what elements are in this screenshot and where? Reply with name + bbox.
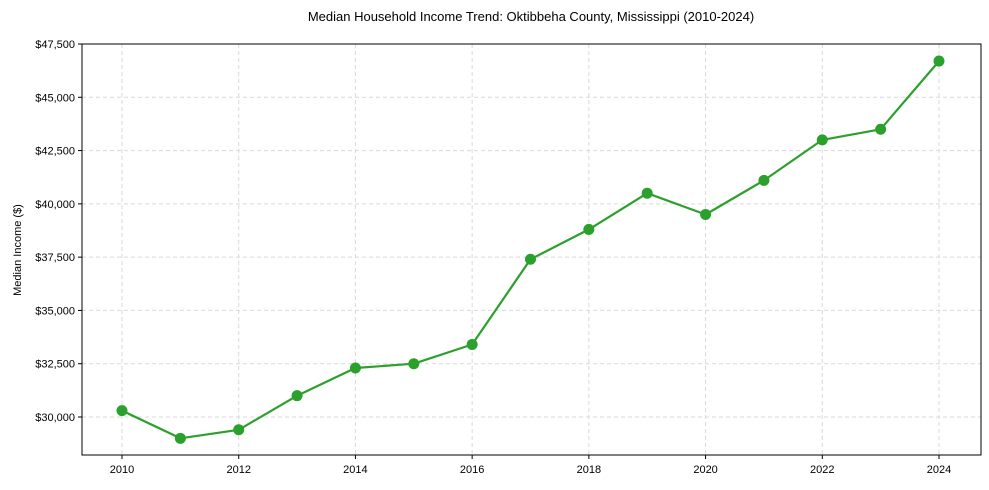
series-line [121,60,940,440]
data-point-marker [875,123,887,135]
data-point-marker [466,339,478,351]
data-point-marker [641,187,653,199]
data-series [116,55,945,444]
y-tick-label: $45,000 [35,92,75,104]
y-tick-label: $30,000 [35,412,75,424]
grid-lines [82,43,981,455]
data-point-marker [233,424,245,436]
data-point-marker [583,223,595,235]
y-tick-label: $35,000 [35,305,75,317]
y-tick-label: $40,000 [35,199,75,211]
data-point-marker [116,405,128,417]
y-tick-label: $37,500 [35,252,75,264]
x-tick-label: 2018 [577,464,601,476]
data-point-marker [291,390,303,402]
x-tick-label: 2012 [226,464,250,476]
x-tick-label: 2014 [343,464,367,476]
data-point-marker [758,174,770,186]
chart-title: Median Household Income Trend: Oktibbeha… [308,9,754,24]
x-tick-label: 2020 [693,464,717,476]
y-tick-label: $42,500 [35,146,75,158]
data-point-marker [700,209,712,221]
data-point-marker [933,55,945,67]
y-axis-label: Median Income ($) [12,204,24,296]
plot-frame [81,43,982,456]
x-tick-label: 2022 [810,464,834,476]
axis-ticks: 2010 2012 2014 2016 2018 2020 2022 2024 $30,000 $… [35,39,951,476]
data-point-marker [816,134,828,146]
x-tick-label: 2010 [110,464,134,476]
x-tick-label: 2016 [460,464,484,476]
data-point-marker [349,362,361,374]
x-tick-label: 2024 [927,464,951,476]
data-point-marker [174,432,186,444]
y-tick-label: $47,500 [35,39,75,51]
data-point-marker [408,358,420,370]
data-point-marker [525,253,536,265]
y-tick-label: $32,500 [35,359,75,371]
